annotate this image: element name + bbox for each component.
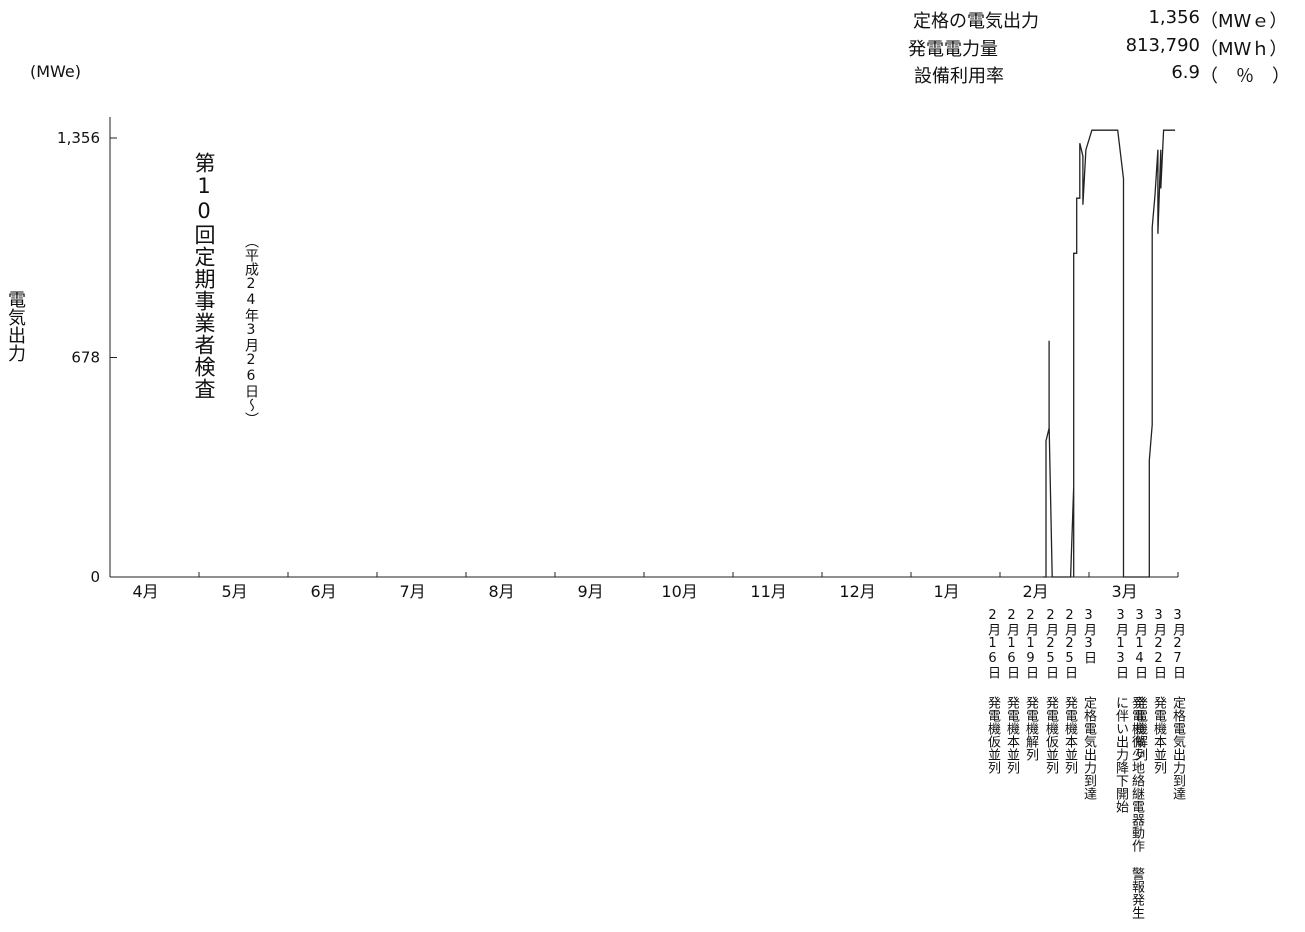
event-text: 発電機仮並列 [1043, 696, 1058, 774]
event-text: 発電機本並列 [1151, 696, 1166, 774]
y-axis-title: 電気出力 [5, 290, 26, 362]
x-ticks: 4月 5月 6月 7月 8月 9月 10月 11月 12月 1月 2月 3月 [109, 572, 1179, 601]
x-tick-label: 10月 [661, 582, 697, 601]
x-tick-label: 9月 [578, 582, 604, 601]
y-unit-label: (MWe) [30, 62, 82, 81]
generated-energy-unit: （MWｈ） [1200, 39, 1288, 60]
event-date: 3月13日 [1113, 608, 1128, 679]
event-date: 3月14日 [1132, 608, 1147, 679]
event-text: 発電機本並列 [1004, 696, 1019, 774]
rated-output-unit: （MWｅ） [1200, 11, 1288, 32]
event-text: 定格電気出力到達 [1081, 696, 1096, 800]
x-tick-label: 6月 [311, 582, 337, 601]
x-tick-label: 3月 [1112, 582, 1138, 601]
inspection-label: 第10回定期事業者検査 [192, 152, 216, 400]
chart-axes [109, 117, 1178, 578]
x-tick-label: 11月 [750, 582, 786, 601]
event-text: 発電機解列 [1023, 696, 1038, 761]
capacity-factor-label: 設備利用率 [914, 66, 1004, 87]
x-tick-label: 2月 [1023, 582, 1049, 601]
x-tick-label: 8月 [489, 582, 515, 601]
x-tick-label: 5月 [222, 582, 248, 601]
event-text: 定格電気出力到達 [1170, 696, 1185, 800]
event-date: 3月3日 [1081, 608, 1096, 664]
event-date: 2月19日 [1023, 608, 1038, 679]
x-tick-label: 7月 [400, 582, 426, 601]
event-text: 発電機微少地絡継電器動作 警報発生に伴い出力降下開始 [1113, 696, 1144, 919]
x-tick-label: 1月 [934, 582, 960, 601]
inspection-period: （平成24年3月26日～） [243, 234, 259, 426]
y-tick-label: 0 [90, 568, 100, 586]
rated-output-value: 1,356 [1148, 7, 1200, 28]
power-output-line [1043, 129, 1176, 578]
generated-energy-label: 発電電力量 [908, 39, 998, 60]
y-tick-label: 678 [71, 349, 100, 367]
event-date: 2月25日 [1062, 608, 1077, 679]
event-text: 発電機本並列 [1062, 696, 1077, 774]
event-text: 発電機仮並列 [985, 696, 1000, 774]
power-series [1043, 129, 1176, 578]
rated-output-label: 定格の電気出力 [913, 11, 1039, 32]
capacity-factor-unit: （ ％ ） [1200, 66, 1290, 87]
x-tick-label: 4月 [133, 582, 159, 601]
event-date: 3月22日 [1151, 608, 1166, 679]
event-date: 2月25日 [1043, 608, 1058, 679]
event-date: 3月27日 [1170, 608, 1185, 679]
x-tick-label: 12月 [839, 582, 875, 601]
y-ticks: 0 678 1,356 [57, 129, 117, 586]
capacity-factor-value: 6.9 [1171, 62, 1200, 83]
event-date: 2月16日 [985, 608, 1000, 679]
y-tick-label: 1,356 [57, 129, 100, 147]
event-text: 発電機解列 [1132, 696, 1147, 761]
generated-energy-value: 813,790 [1125, 35, 1200, 56]
event-date: 2月16日 [1004, 608, 1019, 679]
